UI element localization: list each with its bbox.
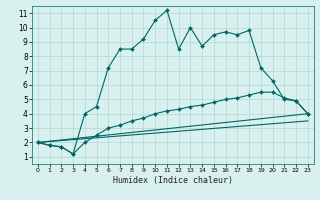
X-axis label: Humidex (Indice chaleur): Humidex (Indice chaleur) <box>113 176 233 185</box>
